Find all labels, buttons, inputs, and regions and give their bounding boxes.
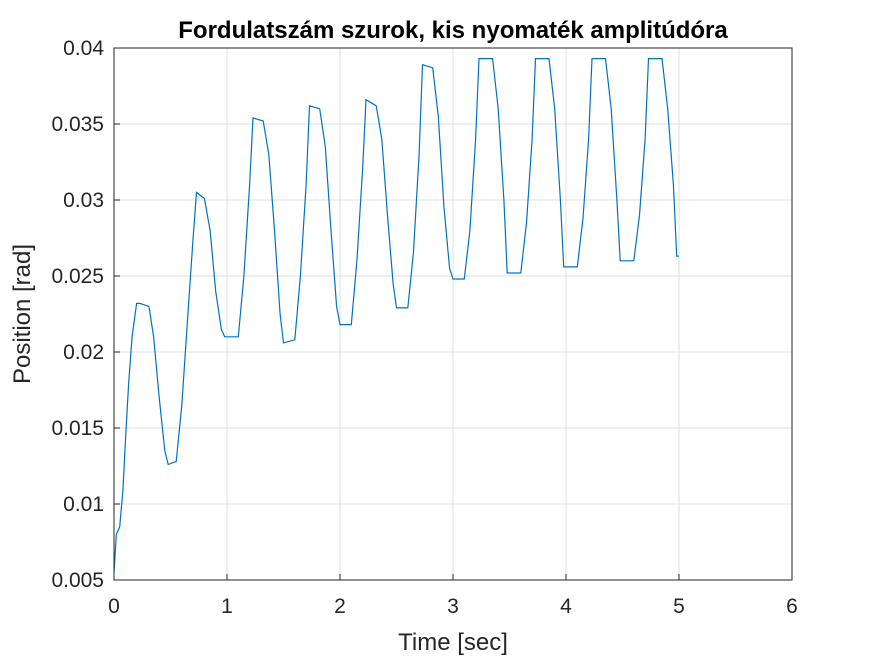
y-ticks: 0.005 0.01 0.015 0.02 0.025 0.03 0.035 0.04 [51,37,120,592]
y-tick-label: 0.02 [63,341,104,364]
x-axis-label: Time [sec] [398,629,508,656]
x-tick-label: 2 [334,595,346,618]
y-axis-label: Position [rad] [9,244,36,384]
x-tick-label: 5 [673,595,685,618]
chart-title: Fordulatszám szurok, kis nyomaték amplit… [178,17,728,44]
series-line [113,58,679,573]
y-tick-label: 0.025 [51,265,104,288]
x-tick-label: 1 [221,595,233,618]
y-tick-label: 0.035 [51,113,104,136]
y-tick-label: 0.015 [51,417,104,440]
y-tick-label: 0.01 [63,493,104,516]
x-tick-label: 0 [108,595,120,618]
x-tick-label: 3 [447,595,459,618]
x-ticks: 0 1 2 3 4 5 6 [108,574,798,618]
y-tick-label: 0.04 [63,37,104,60]
x-tick-label: 4 [560,595,572,618]
y-tick-label: 0.03 [63,189,104,212]
x-tick-label: 6 [786,595,798,618]
y-tick-label: 0.005 [51,569,104,592]
